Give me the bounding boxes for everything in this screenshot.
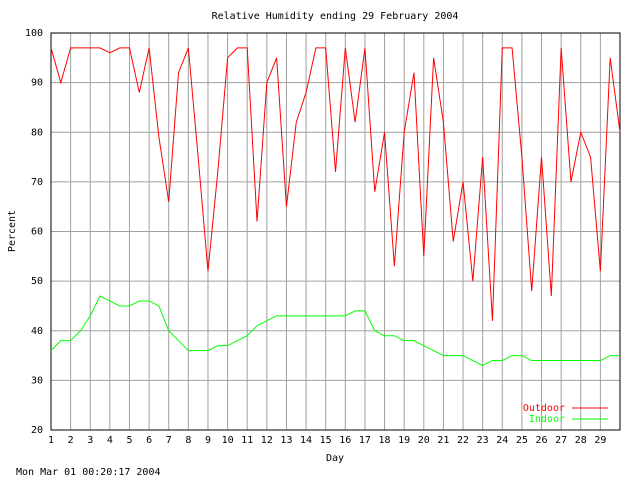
- x-tick-label: 12: [261, 435, 273, 446]
- footer: Mon Mar 01 00:20:17 2004: [16, 467, 161, 478]
- y-tick-label: 60: [31, 227, 43, 238]
- x-tick-label: 9: [205, 435, 211, 446]
- y-tick-label: 20: [31, 425, 43, 436]
- y-tick-label: 40: [31, 326, 43, 337]
- x-tick-label: 28: [575, 435, 587, 446]
- x-tick-label: 16: [339, 435, 351, 446]
- y-tick-label: 50: [31, 276, 43, 287]
- x-tick-label: 26: [535, 435, 547, 446]
- data-line: [50, 47, 621, 321]
- x-tick-label: 8: [185, 435, 191, 446]
- chart-title: Relative Humidity ending 29 February 200…: [212, 11, 459, 22]
- y-tick-label: 80: [31, 127, 43, 138]
- x-tick-label: 17: [359, 435, 371, 446]
- x-tick-label: 27: [555, 435, 567, 446]
- x-tick-label: 21: [437, 435, 449, 446]
- x-tick-label: 22: [457, 435, 469, 446]
- x-tick-label: 29: [594, 435, 606, 446]
- x-tick-label: 24: [496, 435, 508, 446]
- x-tick-label: 14: [300, 435, 312, 446]
- x-tick-label: 23: [477, 435, 489, 446]
- x-tick-label: 19: [398, 435, 410, 446]
- y-tick-label: 70: [31, 177, 43, 188]
- y-tick-label: 100: [25, 28, 43, 39]
- x-tick-label: 18: [379, 435, 391, 446]
- x-tick-label: 4: [107, 435, 113, 446]
- x-tick-label: 20: [418, 435, 430, 446]
- data-line: [50, 295, 620, 367]
- legend-label: Outdoor: [523, 403, 565, 414]
- x-axis-label: Day: [326, 453, 344, 464]
- x-tick-label: 6: [146, 435, 152, 446]
- x-tick-label: 2: [68, 435, 74, 446]
- plot-border: [50, 32, 621, 431]
- x-tick-label: 7: [166, 435, 172, 446]
- x-tick-label: 1: [48, 435, 54, 446]
- y-tick-label: 90: [31, 78, 43, 89]
- y-tick-label: 30: [31, 375, 43, 386]
- x-tick-label: 11: [241, 435, 253, 446]
- x-tick-label: 3: [87, 435, 93, 446]
- x-tick-label: 13: [280, 435, 292, 446]
- x-tick-label: 15: [320, 435, 332, 446]
- legend-label: Indoor: [529, 414, 565, 425]
- x-tick-label: 5: [126, 435, 132, 446]
- y-axis-label: Percent: [7, 210, 18, 252]
- x-tick-label: 10: [222, 435, 234, 446]
- x-tick-label: 25: [516, 435, 528, 446]
